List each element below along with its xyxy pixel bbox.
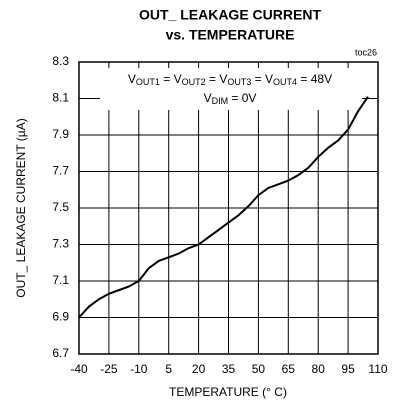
annotation-text: = V [251,72,273,86]
annotation: VDIM = 0V [204,91,257,106]
annotation-subscript: DIM [212,96,229,106]
y-tick-label: 6.7 [52,346,69,360]
annotation-text: V [128,72,136,86]
x-tick-label: -10 [130,362,148,376]
x-tick-label: 50 [252,362,266,376]
y-tick-label: 7.1 [52,273,69,287]
chart-title: vs. TEMPERATURE [166,27,295,43]
y-tick-label: 7.3 [52,237,69,251]
annotation-subscript: OUT1 [136,77,160,87]
corner-label: toc26 [355,47,377,57]
y-axis-label: OUT_ LEAKAGE CURRENT (µA) [14,118,28,297]
annotation-text: = V [160,72,182,86]
data-line [78,96,369,319]
y-tick-label: 6.9 [52,310,69,324]
x-tick-label: 35 [222,362,236,376]
annotation-subscript: OUT2 [182,77,206,87]
annotation-text: = V [206,72,228,86]
y-tick-label: 8.1 [52,91,69,105]
x-tick-label: 110 [368,362,387,376]
x-tick-label: -40 [70,362,88,376]
x-axis-label: TEMPERATURE (° C) [169,385,287,399]
x-tick-label: 95 [341,362,355,376]
x-tick-label: 65 [282,362,296,376]
annotation-subscript: OUT3 [227,77,251,87]
x-tick-label: 80 [312,362,326,376]
y-tick-label: 7.7 [52,164,69,178]
y-tick-label: 7.9 [52,127,69,141]
annotation-subscript: OUT4 [273,77,297,87]
y-tick-label: 7.5 [52,200,69,214]
plot-frame [78,61,379,355]
annotation-text: = 0V [228,91,256,105]
annotation-box [100,68,362,110]
x-tick-label: 20 [192,362,206,376]
x-tick-label: -25 [100,362,118,376]
x-tick-label: 5 [165,362,172,376]
annotation: VOUT1 = VOUT2 = VOUT3 = VOUT4 = 48V [128,72,332,87]
annotation-text: = 48V [297,72,332,86]
annotation-text: V [204,91,212,105]
y-tick-label: 8.3 [52,54,69,68]
chart-title: OUT_ LEAKAGE CURRENT [139,7,321,23]
